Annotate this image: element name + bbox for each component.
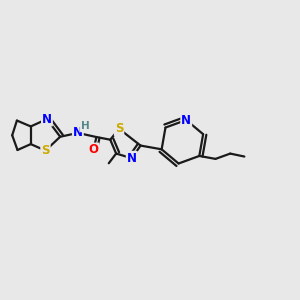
Text: N: N	[42, 112, 52, 126]
Text: N: N	[181, 113, 191, 127]
Text: S: S	[41, 144, 50, 157]
Text: H: H	[81, 122, 90, 131]
Text: N: N	[127, 152, 137, 165]
Text: N: N	[73, 126, 83, 140]
Text: O: O	[88, 143, 98, 157]
Text: S: S	[115, 122, 123, 135]
